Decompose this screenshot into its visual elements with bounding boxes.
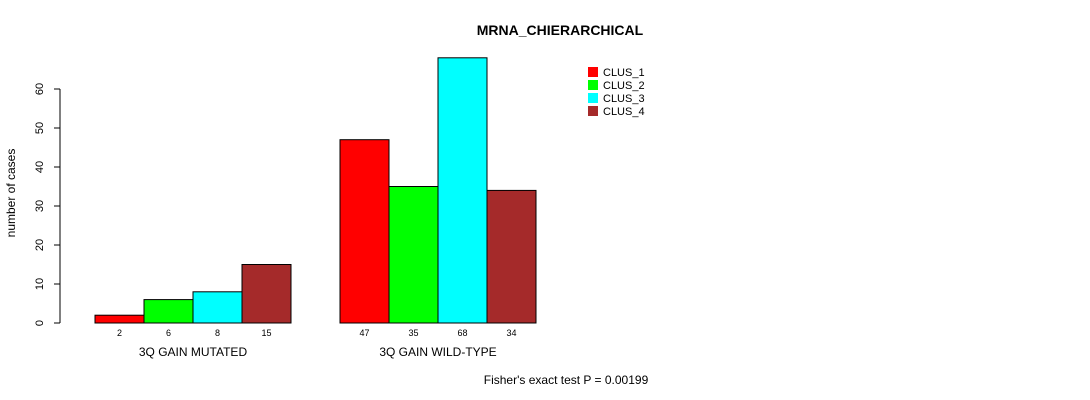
bar-value-label: 8	[215, 328, 220, 338]
bar-clus-4	[241, 264, 292, 324]
y-tick-label: 10	[34, 278, 46, 290]
bar-value-label: 15	[261, 328, 271, 338]
bar-clus-3	[437, 57, 488, 324]
legend-swatch-clus-2	[588, 80, 598, 90]
category-label: 3Q GAIN MUTATED	[139, 345, 248, 359]
bar-value-label: 68	[457, 328, 467, 338]
y-tick-label: 60	[34, 83, 46, 95]
legend-label: CLUS_3	[603, 93, 645, 105]
bar-clus-1	[339, 139, 390, 324]
y-axis-label: number of cases	[4, 149, 18, 238]
fisher-test-footnote: Fisher's exact test P = 0.00199	[484, 373, 649, 387]
bar-value-labels: 2 6 8 15 47 35 68 34	[117, 328, 517, 338]
y-axis: 0 10 20 30 40 50 60	[34, 83, 61, 326]
y-tick-label: 50	[34, 122, 46, 134]
bars	[94, 57, 537, 324]
y-tick-label: 30	[34, 200, 46, 212]
bar-value-label: 35	[408, 328, 418, 338]
y-tick-label: 20	[34, 239, 46, 251]
legend-label: CLUS_4	[603, 106, 645, 118]
y-tick-label: 40	[34, 161, 46, 173]
y-tick-label: 0	[34, 320, 46, 326]
bar-clus-2	[143, 299, 194, 324]
chart-title: MRNA_CHIERARCHICAL	[477, 22, 644, 38]
bar-value-label: 6	[166, 328, 171, 338]
bar-value-label: 2	[117, 328, 122, 338]
category-label: 3Q GAIN WILD-TYPE	[379, 345, 496, 359]
legend-swatch-clus-1	[588, 67, 598, 77]
legend-swatch-clus-3	[588, 93, 598, 103]
legend-swatch-clus-4	[588, 106, 598, 116]
bar-clus-4	[486, 189, 537, 324]
legend-label: CLUS_2	[603, 80, 645, 92]
bar-clus-1	[94, 314, 145, 324]
legend-label: CLUS_1	[603, 67, 645, 79]
category-labels: 3Q GAIN MUTATED 3Q GAIN WILD-TYPE	[139, 345, 497, 359]
bar-clus-2	[388, 186, 439, 324]
bar-clus-3	[192, 291, 243, 324]
bar-value-label: 34	[506, 328, 516, 338]
bar-value-label: 47	[359, 328, 369, 338]
